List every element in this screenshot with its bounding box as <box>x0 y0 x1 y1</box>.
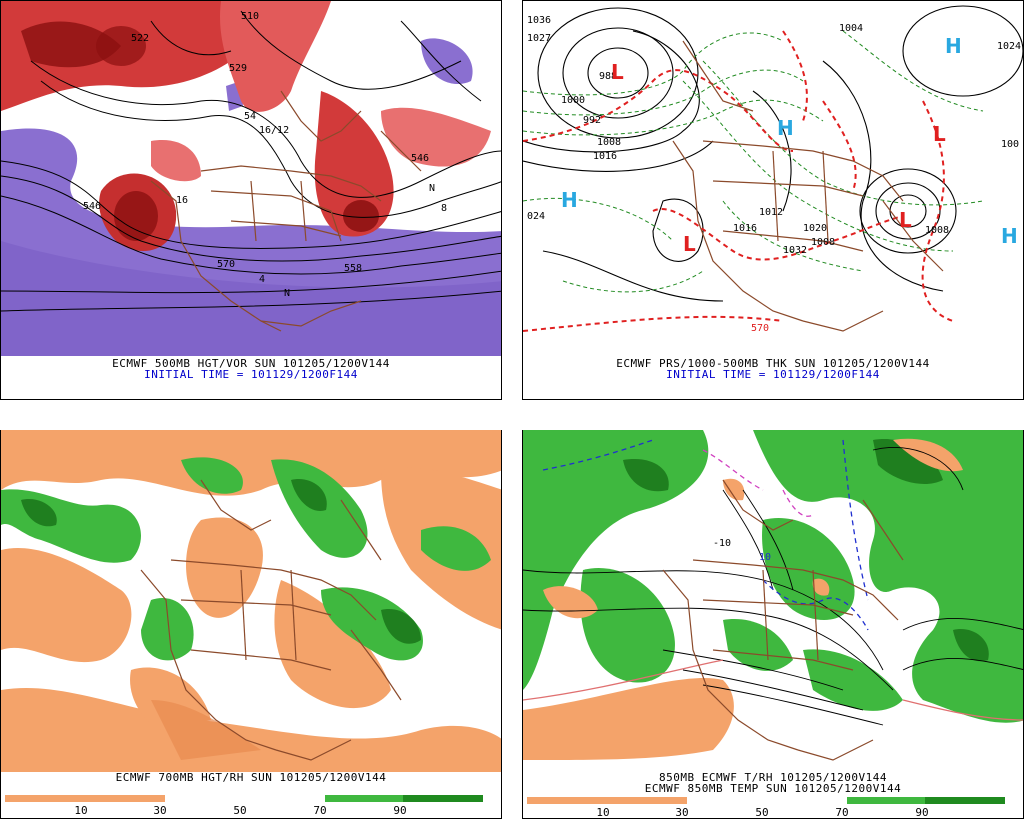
colorbar-tick: 70 <box>835 806 849 819</box>
isobar-label: 992 <box>583 115 601 126</box>
high-pressure-label: H <box>561 188 578 212</box>
map-700mb <box>1 430 501 772</box>
contour-label: 4 <box>259 274 265 285</box>
rh-colorbar-ticks: 10 30 50 70 90 <box>5 804 483 817</box>
low-pressure-label: L <box>683 232 696 256</box>
colorbar-tick: 90 <box>393 804 407 817</box>
contour-label: 546 <box>83 201 101 212</box>
colorbar-tick: 50 <box>755 806 769 819</box>
isobar-label: 988 <box>599 71 617 82</box>
low-pressure-label: L <box>899 208 912 232</box>
high-pressure-label: H <box>1001 224 1018 248</box>
contour-label: N <box>429 183 435 194</box>
colorbar-tick: 50 <box>233 804 247 817</box>
contour-label: 570 <box>217 259 235 270</box>
isobar-label: 1020 <box>803 223 827 234</box>
isobar-label: 1024 <box>997 41 1021 52</box>
colorbar-tick: 90 <box>915 806 929 819</box>
map-500mb: 522 510 529 54 546 16/12 570 4 546 558 N… <box>1 1 501 356</box>
isobar-label: 1004 <box>839 23 863 34</box>
isobar-label: 1016 <box>593 151 617 162</box>
panel-caption: ECMWF 700MB HGT/RH SUN 101205/1200V144 <box>115 771 387 784</box>
colorbar-tick: 30 <box>153 804 167 817</box>
isotherm-label: -10 <box>713 538 731 549</box>
isobar-label: 1016 <box>733 223 757 234</box>
isotherm-label: 10 <box>759 552 771 563</box>
isobar-label: 1012 <box>759 207 783 218</box>
contour-label: 54 <box>244 111 256 122</box>
isobar-label: 1008 <box>925 225 949 236</box>
contour-label: 529 <box>229 63 247 74</box>
contour-label: 16/12 <box>259 125 289 136</box>
panel-caption: ECMWF PRS/1000-500MB THK SUN 101205/1200… <box>616 357 930 370</box>
panel-prs-thk: 1036 1027 988 1000 992 1008 1016 024 102… <box>522 0 1024 400</box>
isobar-label: 1008 <box>811 237 835 248</box>
panel-700mb-hgt-rh: ECMWF 700MB HGT/RH SUN 101205/1200V144 1… <box>0 430 502 819</box>
isobar-label: 100 <box>1001 139 1019 150</box>
high-pressure-label: H <box>945 34 962 58</box>
isobar-label: 1036 <box>527 15 551 26</box>
contour-label: 558 <box>344 263 362 274</box>
panel-caption: 850MB ECMWF T/RH 101205/1200V144 <box>659 771 887 784</box>
map-prs-thk: 1036 1027 988 1000 992 1008 1016 024 102… <box>523 1 1023 356</box>
isobar-label: 1000 <box>561 95 585 106</box>
panel-subcaption: INITIAL TIME = 101129/1200F144 <box>666 368 880 381</box>
isobar-label: 1027 <box>527 33 551 44</box>
contour-label: 16 <box>176 195 188 206</box>
rh-colorbar-ticks: 10 30 50 70 90 <box>527 806 1005 818</box>
colorbar-tick: 10 <box>596 806 610 819</box>
colorbar-tick: 10 <box>74 804 88 817</box>
isobar-label: 1008 <box>597 137 621 148</box>
thickness-label: 570 <box>751 323 769 334</box>
isobar-label: 024 <box>527 211 545 222</box>
contour-label: 546 <box>411 153 429 164</box>
map-850mb: 10 -10 <box>523 430 1023 772</box>
panel-subcaption: INITIAL TIME = 101129/1200F144 <box>144 368 358 381</box>
contour-label: 522 <box>131 33 149 44</box>
colorbar-tick: 70 <box>313 804 327 817</box>
panel-caption: ECMWF 500MB HGT/VOR SUN 101205/1200V144 <box>112 357 390 370</box>
contour-label: N <box>284 288 290 299</box>
low-pressure-label: L <box>933 122 946 146</box>
panel-500mb-hgt-vor: 522 510 529 54 546 16/12 570 4 546 558 N… <box>0 0 502 400</box>
panel-caption-2: ECMWF 850MB TEMP SUN 101205/1200V144 <box>644 782 902 795</box>
isobar-label: 1032 <box>783 245 807 256</box>
rh-colorbar <box>5 795 483 802</box>
low-pressure-label: L <box>611 60 624 84</box>
high-pressure-label: H <box>777 116 794 140</box>
colorbar-tick: 30 <box>675 806 689 819</box>
contour-label: 510 <box>241 11 259 22</box>
rh-colorbar <box>527 797 1005 804</box>
contour-label: 8 <box>441 203 447 214</box>
panel-850mb-t-rh: 10 -10 850MB ECMWF T/RH 101205/1200V144 … <box>522 430 1024 819</box>
